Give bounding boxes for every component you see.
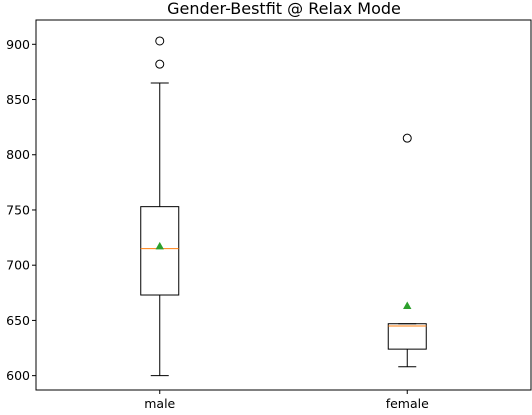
x-tick-label: male (144, 396, 175, 411)
outlier-point (155, 36, 165, 46)
y-tick-label: 900 (6, 37, 30, 52)
chart-title: Gender-Bestfit @ Relax Mode (167, 0, 401, 18)
x-axis: male female (144, 390, 429, 411)
y-tick-label: 600 (6, 368, 30, 383)
y-tick-label: 850 (6, 92, 30, 107)
y-tick-label: 650 (6, 313, 30, 328)
box-male (140, 36, 180, 377)
y-tick-label: 750 (6, 202, 30, 217)
y-tick-label: 800 (6, 147, 30, 162)
box-iqr (140, 206, 180, 296)
mean-marker (155, 241, 164, 250)
mean-marker (403, 301, 412, 310)
y-tick-label: 700 (6, 258, 30, 273)
outlier-point (155, 59, 165, 69)
plot-area-frame (35, 19, 532, 391)
x-tick-label: female (386, 396, 429, 411)
boxes-layer (140, 36, 427, 377)
box-iqr (387, 323, 427, 350)
outlier-point (402, 133, 412, 143)
y-axis: 600 650 700 750 800 850 900 (6, 37, 36, 383)
box-female (387, 133, 427, 368)
